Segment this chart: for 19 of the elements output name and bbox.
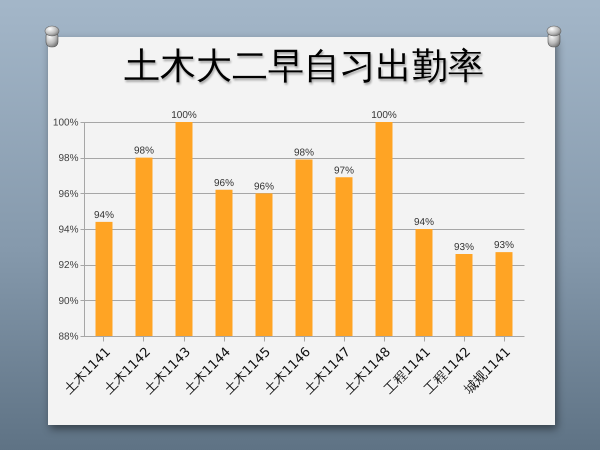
data-label: 96% [254,181,274,192]
y-tick-label: 92% [58,260,79,272]
y-tick-label: 98% [58,153,79,164]
data-label: 98% [134,146,154,157]
data-label: 97% [334,165,354,176]
data-label: 96% [214,178,234,189]
chart-title: 土木大二早自习出勤率 [124,46,484,87]
data-label: 94% [414,217,434,228]
data-label: 94% [94,210,114,221]
y-tick-label: 96% [58,188,79,200]
y-tick-label: 94% [58,224,79,236]
data-label: 93% [454,242,474,253]
data-label: 98% [294,147,314,158]
data-label: 100% [171,110,197,121]
y-tick-label: 88% [58,332,79,342]
y-tick-label: 100% [52,118,79,128]
data-label: 100% [371,110,397,121]
data-label: 93% [494,240,514,252]
y-tick-label: 90% [58,296,79,307]
